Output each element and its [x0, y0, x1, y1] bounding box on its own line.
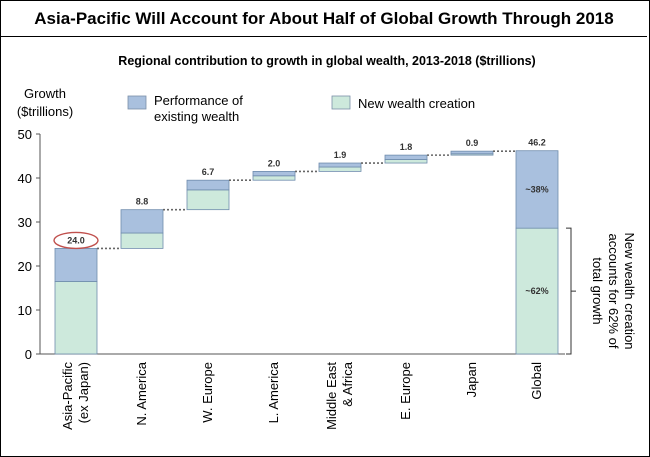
x-tick-label-line: Global — [529, 362, 544, 400]
x-axis-labels: Asia-Pacific(ex Japan) N. America W. Europ… — [60, 361, 544, 430]
x-tick-label-line: Japan — [464, 362, 479, 397]
bar-segment-creation — [318, 166, 362, 172]
x-tick-label-line: Asia-Pacific — [60, 362, 75, 430]
bar-segment-creation — [252, 175, 296, 181]
bar-segment-creation — [186, 189, 230, 211]
bar-segment-creation — [384, 159, 428, 164]
y-axis-label-line: Growth — [24, 86, 66, 101]
x-tick-label-line: E. Europe — [398, 362, 413, 420]
x-tick-label: E. Europe — [398, 362, 413, 420]
legend-label: existing wealth — [154, 109, 239, 124]
bar-segment-creation — [120, 232, 164, 249]
annotation: New wealth creationaccounts for 62% ofto… — [566, 227, 637, 355]
x-tick-label-line: Middle East — [324, 362, 339, 430]
legend-label: New wealth creation — [358, 96, 475, 111]
bar-total-label: 2.0 — [268, 158, 281, 168]
bar-segment-performance — [54, 247, 98, 282]
y-axis: 0 10 20 30 40 50 — [18, 127, 565, 362]
bar-total-label: 1.8 — [400, 142, 413, 152]
bar-segment-creation — [54, 280, 98, 355]
annotation-line: total growth — [590, 257, 605, 324]
legend-label: Performance of — [154, 93, 243, 108]
bar-segment-performance — [186, 179, 230, 191]
global-share-creation: ~62% — [525, 286, 548, 296]
y-axis-label-line: ($trillions) — [17, 104, 73, 119]
annotation-line: New wealth creation — [622, 232, 637, 349]
page-title: Asia-Pacific Will Account for About Half… — [1, 1, 647, 37]
x-tick-label: Asia-Pacific(ex Japan) — [60, 362, 91, 430]
y-tick-label: 50 — [18, 127, 32, 142]
bar-segment-performance — [384, 154, 428, 160]
legend-swatch-creation — [331, 95, 351, 110]
x-tick-label: Middle East& Africa — [324, 361, 355, 430]
x-tick-label-line: (ex Japan) — [76, 362, 91, 423]
bar-total-label: 0.9 — [466, 138, 479, 148]
highlight-ellipse — [53, 231, 99, 250]
y-tick-label: 20 — [18, 259, 32, 274]
y-tick-label: 0 — [25, 347, 32, 362]
x-tick-label-line: & Africa — [340, 361, 355, 407]
x-tick-label: Japan — [464, 362, 479, 397]
x-tick-label: W. Europe — [200, 362, 215, 423]
bar-segment-performance — [515, 150, 559, 229]
annotation-bracket — [566, 227, 576, 355]
bars: 24.0 8.8 6.7 2.0 1.9 1.8 0.9 46.2 ~38% ~62% — [53, 138, 559, 355]
x-tick-label: N. America — [134, 361, 149, 425]
bar-segment-performance — [120, 209, 164, 234]
y-tick-label: 30 — [18, 215, 32, 230]
chart-subtitle: Regional contribution to growth in globa… — [118, 54, 535, 68]
bar-total-label: 46.2 — [528, 138, 546, 148]
bar-total-label: 6.7 — [202, 167, 215, 177]
y-tick-label: 40 — [18, 171, 32, 186]
global-share-performance: ~38% — [525, 184, 548, 194]
y-tick-label: 10 — [18, 303, 32, 318]
annotation-line: accounts for 62% of — [606, 234, 621, 349]
x-tick-label-line: N. America — [134, 361, 149, 425]
bar-segment-performance — [252, 170, 296, 177]
x-tick-label-line: W. Europe — [200, 362, 215, 423]
bar-segment-performance — [450, 150, 494, 155]
bar-segment-creation — [515, 227, 559, 355]
x-tick-label: Global — [529, 362, 544, 400]
x-tick-label: L. America — [266, 361, 281, 423]
legend-swatch-performance — [127, 95, 147, 110]
bar-total-label: 8.8 — [136, 197, 149, 207]
y-axis-label: Growth ($trillions) — [17, 86, 73, 119]
bar-segment-performance — [318, 162, 362, 168]
bar-total-label: 24.0 — [67, 235, 85, 245]
annotation-text: New wealth creationaccounts for 62% ofto… — [590, 232, 637, 349]
x-tick-label-line: L. America — [266, 361, 281, 423]
bar-total-label: 1.9 — [334, 150, 347, 160]
